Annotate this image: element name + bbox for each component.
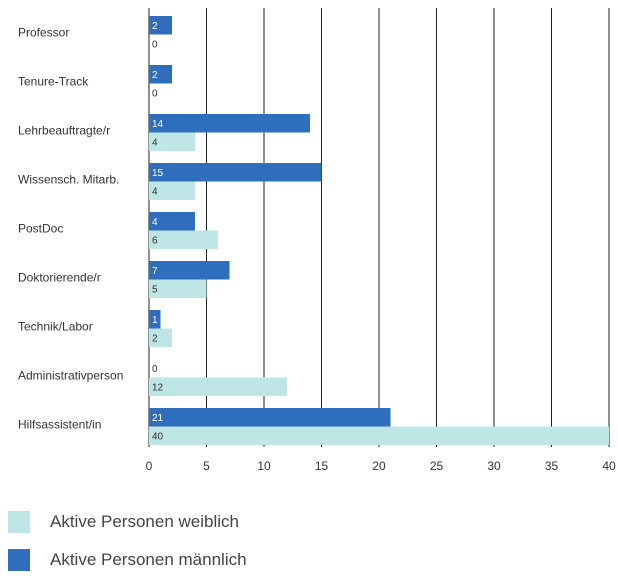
bar-label-female-0: 0 bbox=[152, 40, 158, 51]
category-label-3: Wissensch. Mitarb. bbox=[18, 173, 119, 187]
legend: Aktive Personen weiblich Aktive Personen… bbox=[8, 510, 247, 586]
x-axis-tick-labels: 0 5 10 15 20 25 30 35 40 bbox=[146, 459, 616, 473]
bar-female-8 bbox=[149, 426, 609, 445]
bar-label-male-8: 21 bbox=[152, 413, 164, 424]
bar-male-8 bbox=[149, 408, 391, 427]
legend-swatch-female bbox=[8, 511, 30, 533]
bar-male-1 bbox=[149, 65, 172, 84]
x-tick-label-0: 0 bbox=[146, 459, 153, 473]
bar-female-7 bbox=[149, 377, 287, 396]
bar-label-female-2: 4 bbox=[152, 138, 158, 149]
bar-male-5 bbox=[149, 261, 230, 280]
x-tick-label-40: 40 bbox=[602, 459, 616, 473]
bar-label-female-6: 2 bbox=[152, 334, 158, 345]
bar-label-female-1: 0 bbox=[152, 89, 158, 100]
category-label-4: PostDoc bbox=[18, 222, 63, 236]
category-label-2: Lehrbeauftragte/r bbox=[18, 124, 110, 138]
x-tick-label-25: 25 bbox=[430, 459, 444, 473]
bar-female-2 bbox=[149, 132, 195, 151]
bar-male-0 bbox=[149, 16, 172, 35]
category-label-0: Professor bbox=[18, 26, 69, 40]
legend-swatch-male bbox=[8, 549, 30, 571]
legend-item-female: Aktive Personen weiblich bbox=[8, 510, 247, 534]
bar-label-female-3: 4 bbox=[152, 187, 158, 198]
x-tick-label-15: 15 bbox=[315, 459, 329, 473]
legend-label-female: Aktive Personen weiblich bbox=[50, 512, 239, 531]
category-label-6: Technik/Labor bbox=[18, 320, 93, 334]
category-label-1: Tenure-Track bbox=[18, 75, 89, 89]
x-tick-label-35: 35 bbox=[545, 459, 559, 473]
bar-female-4 bbox=[149, 230, 218, 249]
grid-lines bbox=[148, 8, 610, 447]
bar-male-4 bbox=[149, 212, 195, 231]
bar-female-6 bbox=[149, 328, 172, 347]
bar-label-male-0: 2 bbox=[152, 21, 158, 32]
bar-label-male-5: 7 bbox=[152, 266, 158, 277]
x-tick-label-10: 10 bbox=[257, 459, 271, 473]
bar-label-male-3: 15 bbox=[152, 168, 164, 179]
legend-label-male: Aktive Personen männlich bbox=[50, 550, 247, 569]
bar-male-2 bbox=[149, 114, 310, 133]
bar-label-male-7: 0 bbox=[152, 364, 158, 375]
category-label-8: Hilfsassistent/in bbox=[18, 418, 101, 432]
bar-label-female-5: 5 bbox=[152, 285, 158, 296]
x-tick-label-20: 20 bbox=[372, 459, 386, 473]
category-labels: Professor Tenure-Track Lehrbeauftragte/r Wi… bbox=[18, 26, 123, 432]
bar-female-3 bbox=[149, 181, 195, 200]
bar-female-5 bbox=[149, 279, 207, 298]
bar-label-male-2: 14 bbox=[152, 119, 164, 130]
category-label-7: Administrativperson bbox=[18, 369, 123, 383]
bar-label-female-7: 12 bbox=[152, 383, 164, 394]
bar-male-3 bbox=[149, 163, 322, 182]
x-tick-label-5: 5 bbox=[203, 459, 210, 473]
x-tick-label-30: 30 bbox=[487, 459, 501, 473]
bar-label-female-8: 40 bbox=[152, 432, 164, 443]
bar-label-male-6: 1 bbox=[152, 315, 158, 326]
category-label-5: Doktorierende/r bbox=[18, 271, 101, 285]
bar-label-female-4: 6 bbox=[152, 236, 158, 247]
bar-male-6 bbox=[149, 310, 161, 329]
bar-label-male-1: 2 bbox=[152, 70, 158, 81]
legend-item-male: Aktive Personen männlich bbox=[8, 548, 247, 572]
bar-label-male-4: 4 bbox=[152, 217, 158, 228]
